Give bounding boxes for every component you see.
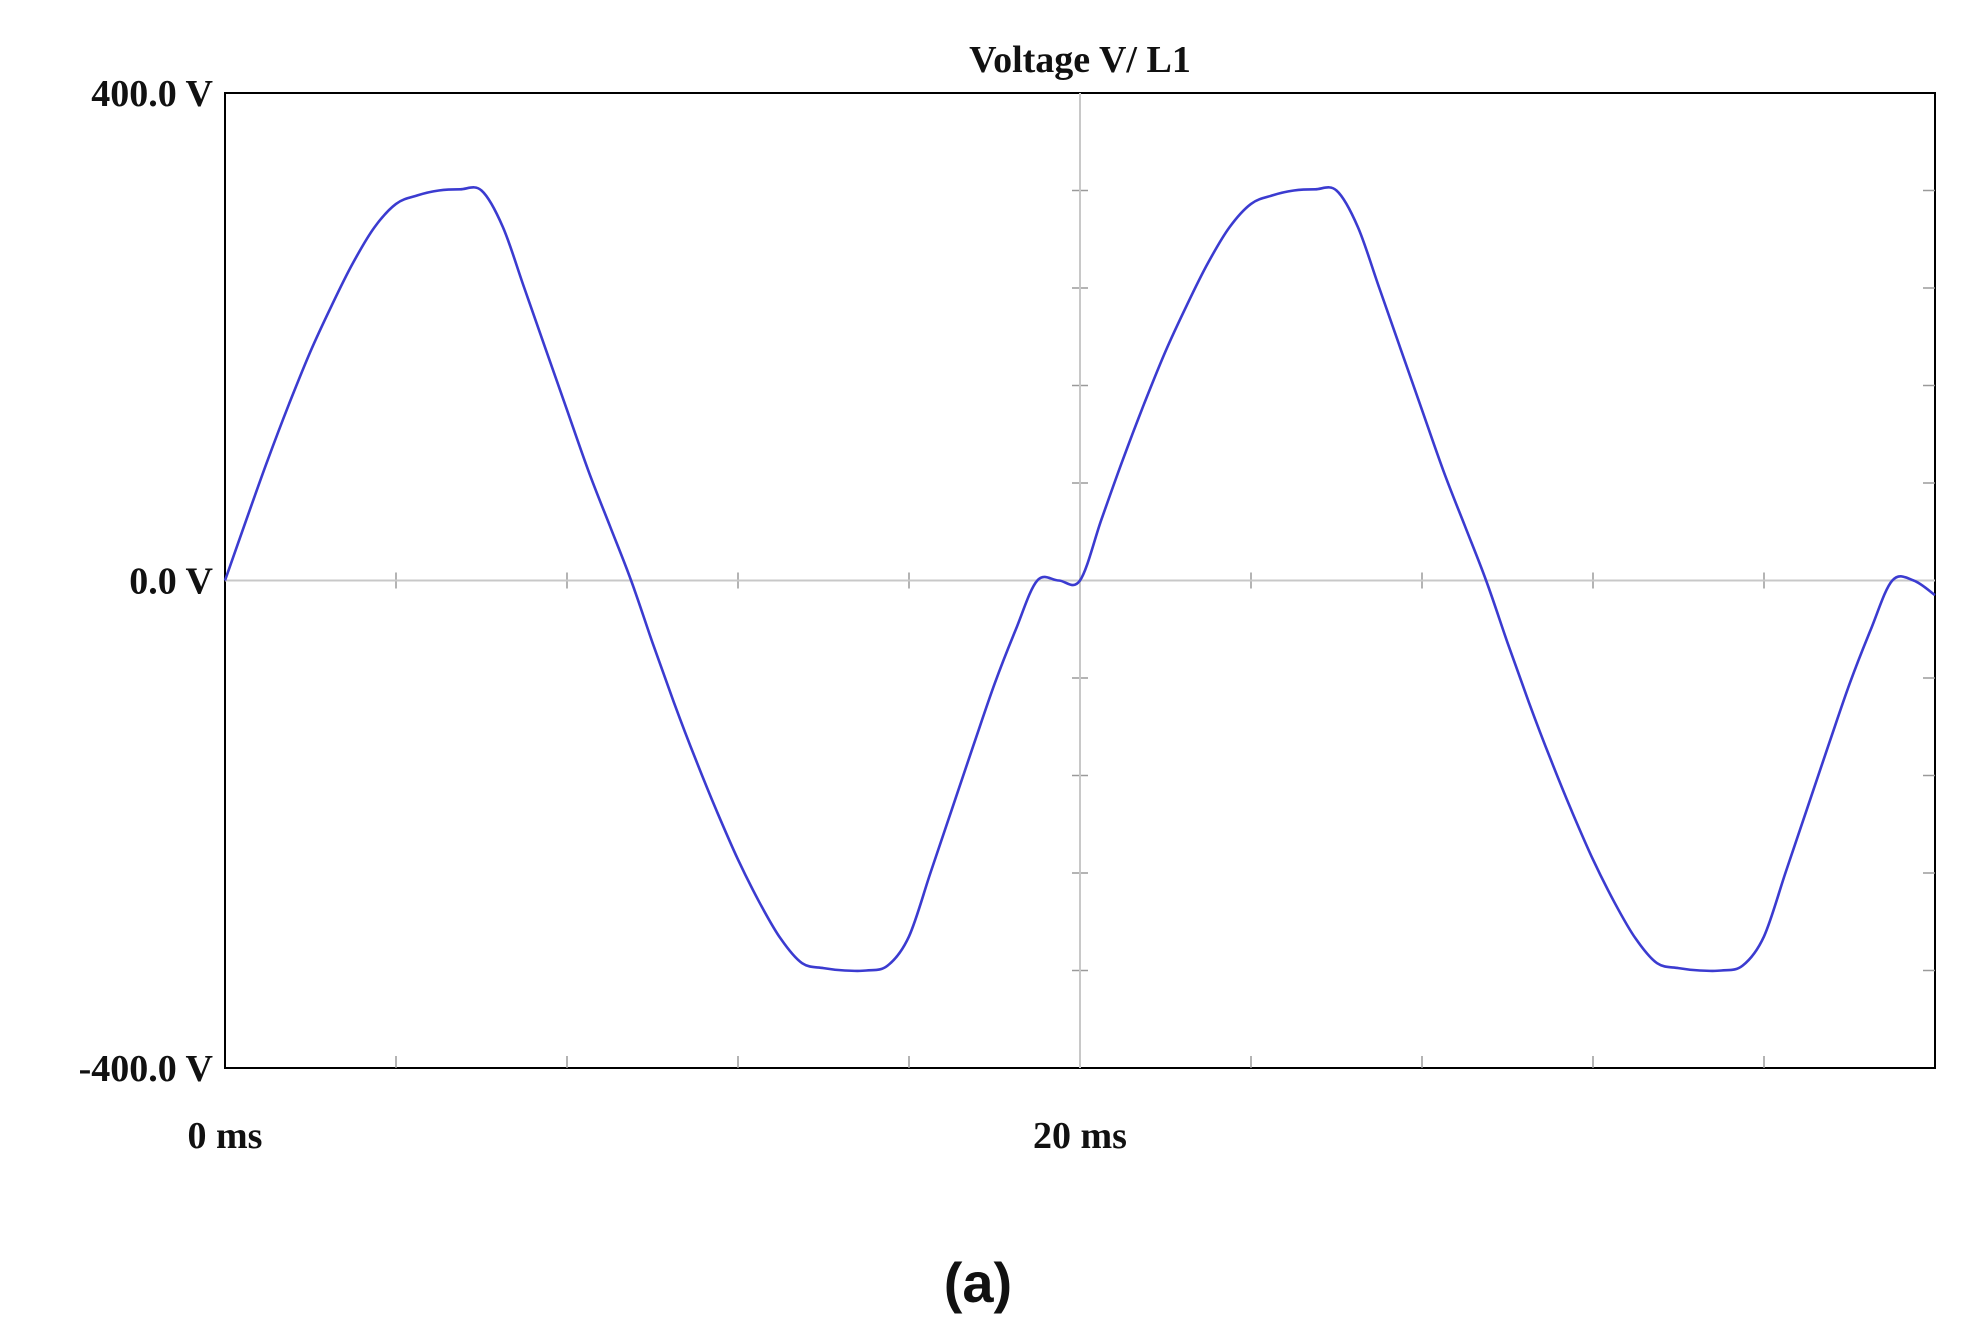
data-point <box>1143 403 1145 405</box>
data-point <box>801 962 803 964</box>
data-point <box>844 969 846 971</box>
data-point <box>694 757 696 759</box>
data-point <box>951 808 953 810</box>
data-point <box>1250 203 1252 205</box>
data-point <box>1763 935 1765 937</box>
data-point <box>288 403 290 405</box>
data-point <box>1357 226 1359 228</box>
data-point <box>523 287 525 289</box>
x-tick-labels: 0 ms 20 ms <box>188 1115 1127 1157</box>
data-point <box>609 524 611 526</box>
data-point <box>1720 969 1722 971</box>
data-point <box>715 810 717 812</box>
chart-title: Voltage V/ L1 <box>969 39 1191 81</box>
y-tick-label: 0.0 V <box>129 561 213 603</box>
data-point <box>1806 808 1808 810</box>
data-point <box>1592 858 1594 860</box>
data-point <box>886 964 888 966</box>
data-point <box>480 189 482 191</box>
figure-caption: (a) <box>944 1251 1012 1314</box>
data-point <box>373 226 375 228</box>
data-point <box>1570 810 1572 812</box>
y-tick-label: -400.0 V <box>79 1048 214 1090</box>
data-point <box>758 901 760 903</box>
data-point <box>1442 470 1444 472</box>
data-point <box>908 935 910 937</box>
data-point <box>1186 304 1188 306</box>
data-point <box>1528 701 1530 703</box>
x-tick-label: 20 ms <box>1033 1115 1127 1157</box>
data-point <box>267 459 269 461</box>
data-point <box>1271 194 1273 196</box>
data-point <box>993 683 995 685</box>
data-point <box>1036 579 1038 581</box>
data-point <box>1891 579 1893 581</box>
data-point <box>630 579 632 581</box>
data-point <box>1848 683 1850 685</box>
data-point <box>245 518 247 520</box>
data-point <box>780 938 782 940</box>
data-point <box>1314 188 1316 190</box>
data-point <box>544 348 546 350</box>
data-point <box>1207 261 1209 263</box>
data-point <box>1421 409 1423 411</box>
data-point <box>822 967 824 969</box>
data-point <box>1293 189 1295 191</box>
data-point <box>929 872 931 874</box>
data-point <box>673 701 675 703</box>
data-point <box>1228 226 1230 228</box>
data-point <box>1870 628 1872 630</box>
data-point <box>1164 350 1166 352</box>
data-point <box>1784 872 1786 874</box>
data-point <box>1677 967 1679 969</box>
data-point <box>1549 757 1551 759</box>
data-point <box>309 350 311 352</box>
data-point <box>352 261 354 263</box>
data-point <box>459 188 461 190</box>
data-point <box>1934 594 1936 596</box>
data-point <box>1015 628 1017 630</box>
data-point <box>1912 579 1914 581</box>
data-point <box>395 203 397 205</box>
data-point <box>1057 579 1059 581</box>
data-point <box>1827 745 1829 747</box>
data-point <box>1741 964 1743 966</box>
data-point <box>1699 969 1701 971</box>
x-tick-label: 0 ms <box>188 1115 263 1157</box>
data-point <box>331 304 333 306</box>
data-point <box>1506 641 1508 643</box>
data-point <box>1635 938 1637 940</box>
y-tick-labels: 400.0 V 0.0 V -400.0 V <box>79 73 214 1090</box>
data-point <box>1656 962 1658 964</box>
data-point <box>1464 524 1466 526</box>
data-point <box>1378 287 1380 289</box>
data-point <box>224 579 226 581</box>
data-point <box>502 226 504 228</box>
data-point <box>651 641 653 643</box>
data-point <box>865 969 867 971</box>
data-point <box>1079 579 1081 581</box>
data-point <box>1399 348 1401 350</box>
data-point <box>1100 518 1102 520</box>
data-point <box>1335 189 1337 191</box>
data-point <box>1122 459 1124 461</box>
series-line-voltage <box>223 186 1936 973</box>
data-point <box>972 745 974 747</box>
data-point <box>1613 901 1615 903</box>
data-point <box>587 470 589 472</box>
data-point <box>1485 579 1487 581</box>
data-point <box>416 194 418 196</box>
data-point <box>438 189 440 191</box>
minor-ticks <box>395 189 1935 1068</box>
y-tick-label: 400.0 V <box>91 73 213 115</box>
data-point <box>566 409 568 411</box>
data-point <box>737 858 739 860</box>
